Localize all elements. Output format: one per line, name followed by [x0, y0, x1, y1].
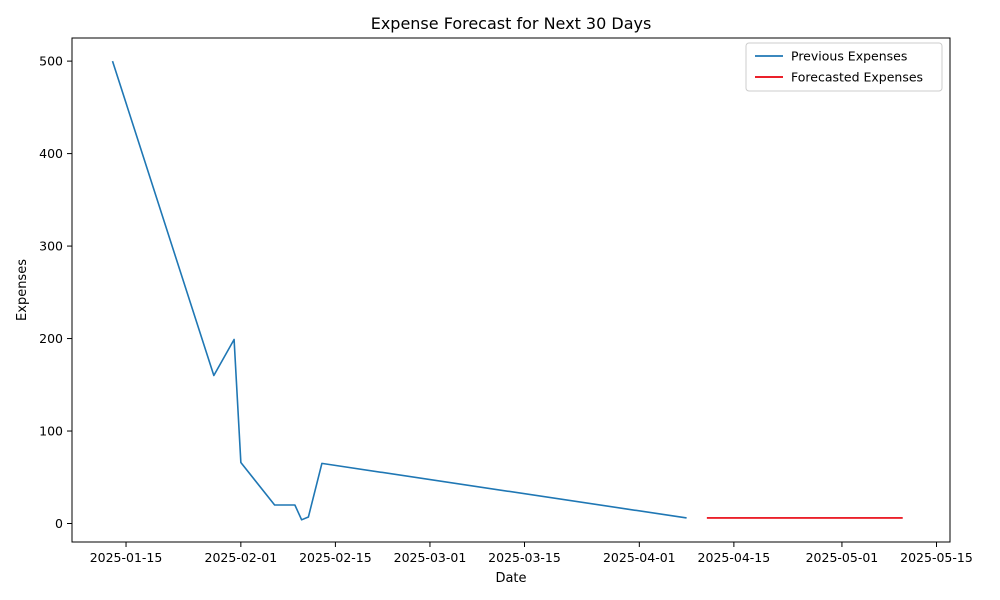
x-tick-label: 2025-03-15 [488, 550, 561, 565]
legend-label-previous-expenses: Previous Expenses [791, 49, 907, 64]
y-tick-label: 500 [39, 54, 63, 69]
x-axis-title: Date [495, 571, 526, 586]
x-tick-label: 2025-03-01 [394, 550, 467, 565]
legend-label-forecasted-expenses: Forecasted Expenses [791, 70, 923, 85]
x-tick-label: 2025-05-15 [900, 550, 973, 565]
legend: Previous Expenses Forecasted Expenses [745, 42, 943, 92]
x-tick-label: 2025-04-01 [603, 550, 676, 565]
y-tick-label: 0 [55, 516, 63, 531]
x-tick-label: 2025-02-01 [205, 550, 278, 565]
y-axis-title: Expenses [15, 259, 30, 321]
x-tick-label: 2025-02-15 [299, 550, 372, 565]
y-tick-label: 400 [39, 146, 63, 161]
chart-title: Expense Forecast for Next 30 Days [371, 14, 652, 33]
x-tick-label: 2025-05-01 [806, 550, 879, 565]
x-tick-label: 2025-04-15 [698, 550, 771, 565]
x-tick-label: 2025-01-15 [90, 550, 163, 565]
legend-box [745, 42, 943, 92]
y-tick-label: 200 [39, 331, 63, 346]
y-tick-label: 300 [39, 239, 63, 254]
y-tick-label: 100 [39, 424, 63, 439]
plot-area [71, 37, 951, 543]
series-line-previous-expenses [111, 60, 687, 521]
